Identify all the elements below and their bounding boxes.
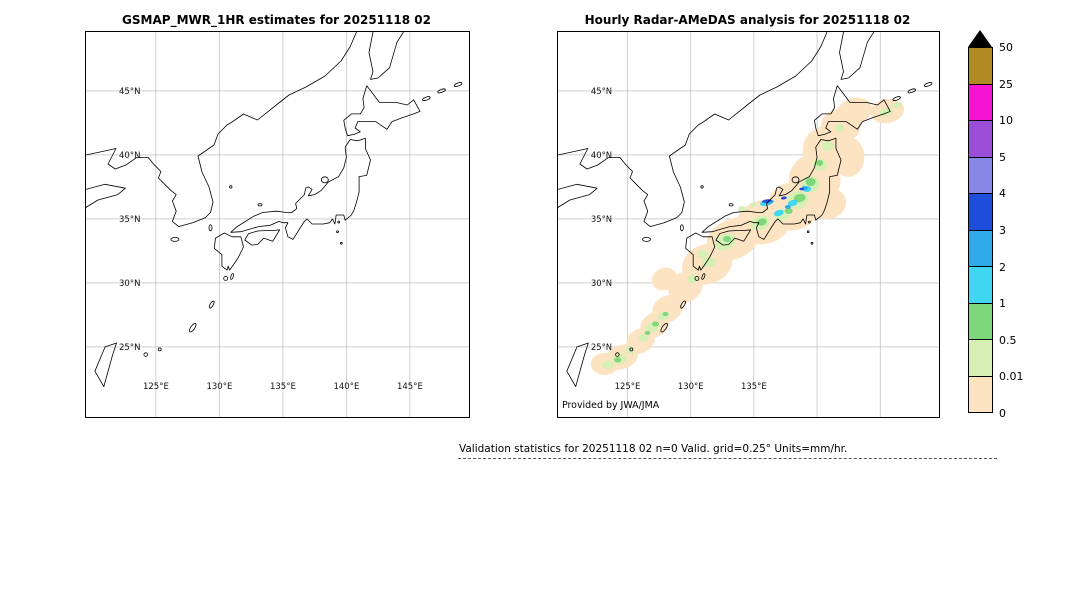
colorbar-over-triangle [968, 30, 992, 47]
colorbar-tick-label: 3 [999, 224, 1006, 237]
precip-blob [784, 208, 793, 214]
lon-tick-label: 125°E [615, 381, 641, 391]
colorbar-segment [969, 267, 992, 304]
precip-blob [773, 209, 784, 217]
precipitation-overlay [590, 97, 905, 375]
data-credit: Provided by JWA/JMA [562, 400, 660, 411]
colorbar-tick-label: 2 [999, 260, 1006, 274]
colorbar: 50 25 10 5 4 3 2 1 0.5 0.01 0 [968, 30, 1048, 430]
colorbar-tick-label: 4 [999, 187, 1006, 201]
colorbar-tick-label: 10 [999, 114, 1013, 128]
radar-amedas-map-svg: 45°N 40°N 35°N 30°N 25°N 125°E 130°E 135… [558, 32, 939, 417]
precip-blob [816, 160, 824, 166]
colorbar-segment [969, 340, 992, 377]
colorbar-segment [969, 303, 992, 340]
precip-blob [787, 199, 798, 207]
lon-tick-label: 125°E [143, 382, 169, 392]
colorbar-tick-label: 50 [999, 41, 1013, 54]
precip-blob [892, 101, 903, 109]
colorbar-segment [969, 121, 992, 158]
colorbar-segment [969, 230, 992, 267]
lat-tick-label: 40°N [119, 151, 140, 161]
colorbar-bar [968, 47, 993, 413]
precip-blob [780, 196, 787, 200]
colorbar-tick-label: 1 [999, 297, 1006, 311]
precip-blob [757, 218, 767, 226]
lat-tick-label: 40°N [591, 150, 612, 160]
lat-tick-label: 35°N [591, 214, 612, 224]
left-panel-title: GSMAP_MWR_1HR estimates for 20251118 02 [122, 13, 431, 27]
coastlines-use [86, 32, 463, 388]
precip-blob [805, 178, 816, 186]
colorbar-segment [969, 84, 992, 121]
precip-blob [738, 206, 747, 212]
precip-blob [810, 188, 847, 220]
precip-blob [662, 312, 669, 316]
lon-tick-label: 135°E [741, 381, 767, 391]
footer-dashed-line [458, 458, 997, 459]
lat-tick-label: 30°N [591, 278, 612, 288]
precip-blob [601, 361, 614, 369]
precip-blob [687, 275, 698, 283]
precip-blob [651, 267, 678, 291]
precip-blob [836, 97, 873, 125]
precip-blob [652, 321, 659, 327]
gsmap-map-svg: 45°N 40°N 35°N 30°N 25°N 125°E 130°E 135… [86, 32, 469, 417]
precip-blob [821, 141, 834, 151]
precip-blob [784, 205, 791, 209]
colorbar-tick-label: 0.5 [999, 333, 1017, 347]
lat-tick-label: 45°N [119, 87, 140, 97]
precip-blob [832, 137, 865, 177]
precip-blob [644, 331, 651, 335]
lat-tick-label: 45°N [591, 86, 612, 96]
precip-blob [702, 257, 717, 267]
colorbar-tick-label: 0.01 [999, 370, 1024, 384]
lon-tick-label: 140°E [333, 382, 359, 392]
lat-tick-label: 25°N [591, 342, 612, 352]
right-panel-title: Hourly Radar-AMeDAS analysis for 2025111… [584, 13, 911, 27]
colorbar-segment [969, 157, 992, 194]
precip-blob [638, 334, 649, 342]
lon-tick-label: 130°E [678, 381, 704, 391]
colorbar-tick-label: 25 [999, 77, 1013, 91]
precip-blob [799, 187, 805, 191]
lat-tick-label: 25°N [119, 343, 140, 353]
precip-blob [697, 250, 708, 258]
precip-blob [793, 193, 806, 203]
precip-blob [723, 236, 732, 242]
precip-blob [834, 124, 845, 132]
radar-amedas-map-panel: 45°N 40°N 35°N 30°N 25°N 125°E 130°E 135… [557, 31, 940, 418]
validation-statistics-text: Validation statistics for 20251118 02 n=… [459, 443, 848, 455]
colorbar-segment [969, 194, 992, 231]
colorbar-segment [969, 376, 992, 412]
lat-tick-label: 30°N [119, 279, 140, 289]
precip-blob [614, 357, 622, 363]
lon-tick-label: 130°E [206, 382, 232, 392]
precip-blob [749, 202, 756, 208]
gsmap-map-panel: 45°N 40°N 35°N 30°N 25°N 125°E 130°E 135… [85, 31, 470, 418]
lat-tick-label: 35°N [119, 215, 140, 225]
lon-tick-label: 135°E [270, 382, 296, 392]
graticule-use [86, 32, 469, 417]
colorbar-segment [969, 48, 992, 85]
colorbar-tick-label: 0 [999, 407, 1006, 420]
lon-tick-label: 145°E [397, 382, 423, 392]
colorbar-tick-label: 5 [999, 150, 1006, 164]
